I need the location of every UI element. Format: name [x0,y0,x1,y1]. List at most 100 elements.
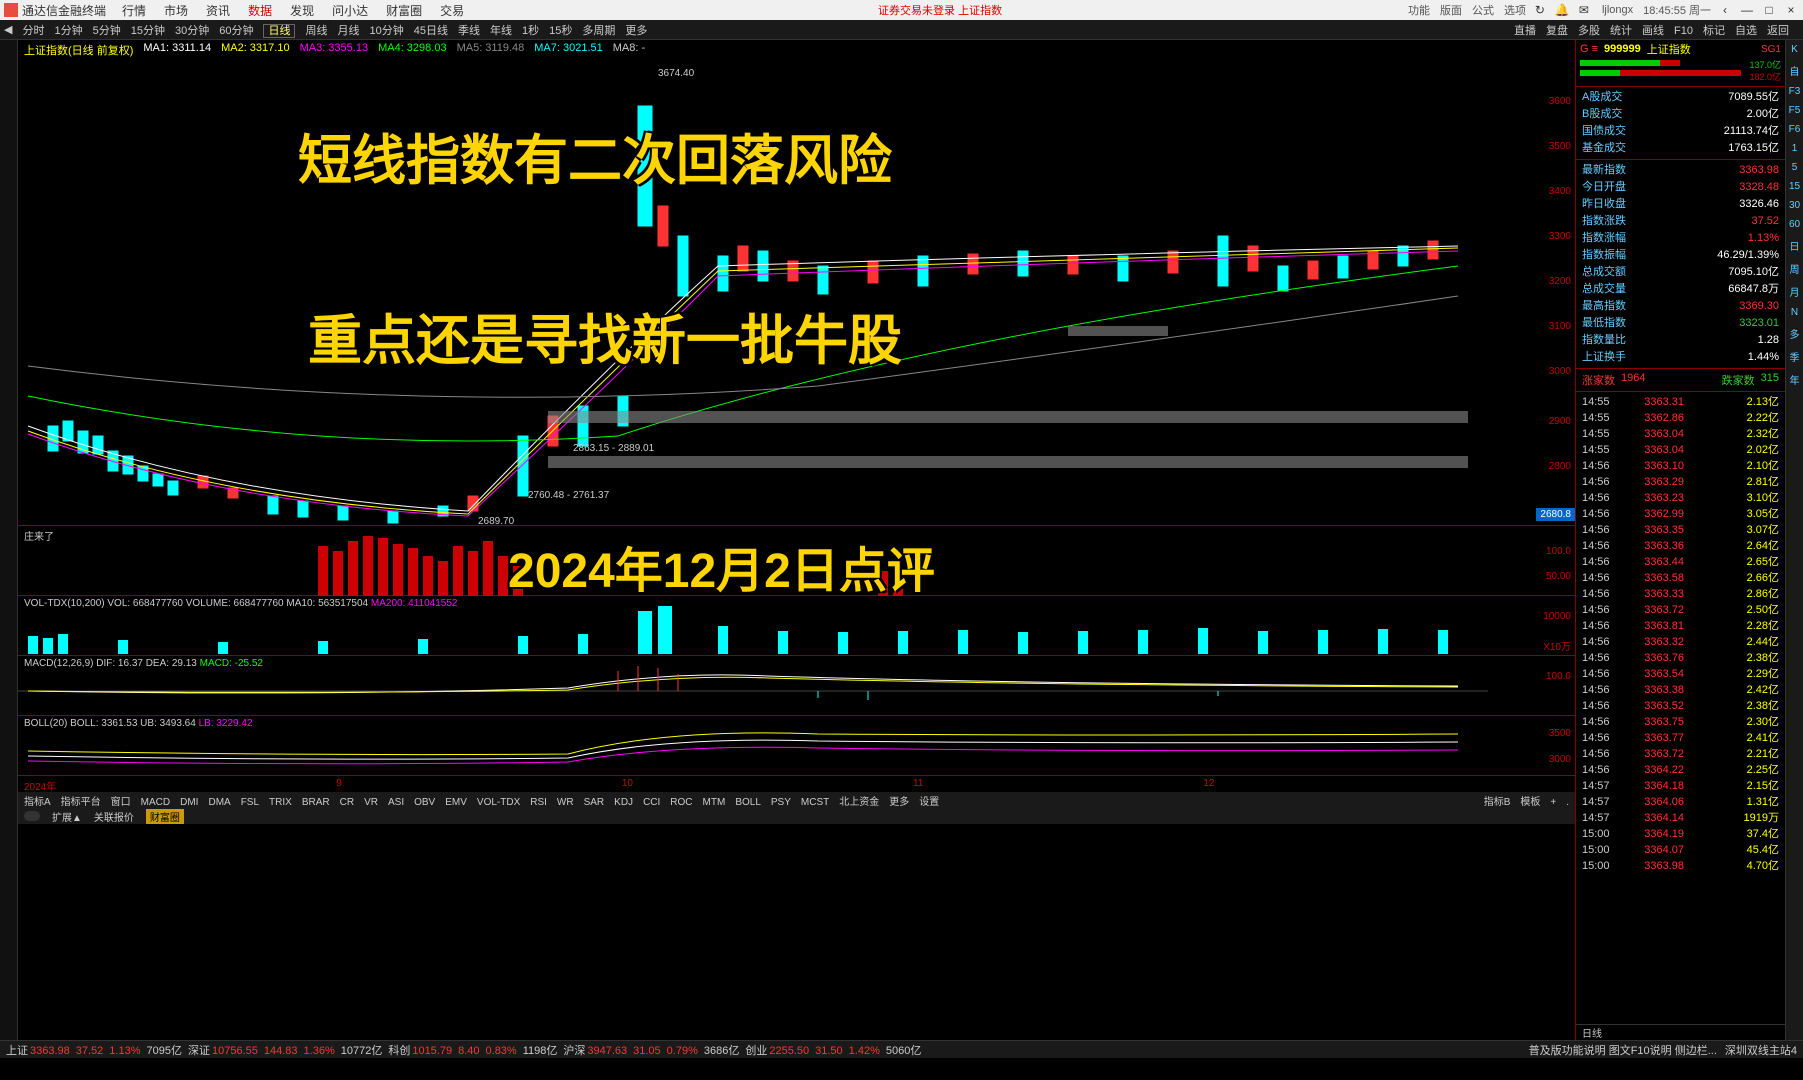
back-icon[interactable]: ‹ [1717,2,1733,18]
far-right-13[interactable]: N [1791,307,1798,318]
far-right-1[interactable]: 自 [1790,63,1800,78]
menu-zixun[interactable]: 资讯 [206,2,230,19]
far-right-0[interactable]: K [1791,44,1798,55]
far-right-3[interactable]: F5 [1789,105,1801,116]
menu-hangqing[interactable]: 行情 [122,2,146,19]
far-right-7[interactable]: 15 [1789,181,1800,192]
left-arrow-icon[interactable]: ◀ [4,23,12,36]
far-right-9[interactable]: 60 [1789,219,1800,230]
toolbar-right-4[interactable]: 画线 [1642,25,1664,37]
maximize-icon[interactable]: □ [1761,2,1777,18]
timeframe-3[interactable]: 15分钟 [131,25,165,37]
toolbar-right-8[interactable]: 返回 [1767,25,1789,37]
timeframe-7[interactable]: 周线 [305,25,327,37]
main-kline-chart[interactable]: 3674.40 2689.70 2863.15 - 2889.01 2760.4… [18,56,1575,526]
indicator-设置[interactable]: 设置 [919,797,939,808]
menu-banmian[interactable]: 版面 [1440,2,1462,18]
indicator-MTM[interactable]: MTM [703,797,726,808]
timeframe-4[interactable]: 30分钟 [175,25,209,37]
timeframe-16[interactable]: 更多 [625,25,647,37]
indicator-MACD[interactable]: MACD [141,797,170,808]
indicator-VOL-TDX[interactable]: VOL-TDX [477,797,520,808]
timeframe-0[interactable]: 分时 [22,25,44,37]
menu-gongshi[interactable]: 公式 [1472,2,1494,18]
menu-faxian[interactable]: 发现 [290,2,314,19]
timeframe-1[interactable]: 1分钟 [54,25,82,37]
toolbar-right-6[interactable]: 标记 [1703,25,1725,37]
indicator-right-1[interactable]: 模板 [1520,797,1540,808]
far-right-4[interactable]: F6 [1789,124,1801,135]
indicator-BRAR[interactable]: BRAR [302,797,330,808]
timeframe-12[interactable]: 年线 [490,25,512,37]
indicator-PSY[interactable]: PSY [771,797,791,808]
far-right-6[interactable]: 5 [1792,162,1798,173]
indicator-TRIX[interactable]: TRIX [269,797,292,808]
timeframe-13[interactable]: 1秒 [522,25,539,37]
indicator-指标平台[interactable]: 指标平台 [61,797,101,808]
indicator-ROC[interactable]: ROC [670,797,692,808]
username[interactable]: ljlongx [1602,4,1633,16]
server-name[interactable]: 深圳双线主站4 [1725,1042,1797,1058]
far-right-15[interactable]: 季 [1790,349,1800,364]
indicator-更多[interactable]: 更多 [889,797,909,808]
far-right-2[interactable]: F3 [1789,86,1801,97]
indicator-EMV[interactable]: EMV [445,797,467,808]
menu-shichang[interactable]: 市场 [164,2,188,19]
sb-expand[interactable]: 扩展▲ [52,809,82,824]
indicator-SAR[interactable]: SAR [584,797,605,808]
msg-icon[interactable]: ✉ [1576,2,1592,18]
indicator-OBV[interactable]: OBV [414,797,435,808]
indicator-CR[interactable]: CR [340,797,354,808]
indicator-BOLL[interactable]: BOLL [735,797,761,808]
indicator-DMA[interactable]: DMA [208,797,230,808]
timeframe-10[interactable]: 45日线 [414,25,448,37]
menu-jiaoyi[interactable]: 交易 [440,2,464,19]
menu-gongneng[interactable]: 功能 [1408,2,1430,18]
far-right-11[interactable]: 周 [1790,261,1800,276]
tick-list[interactable]: 14:553363.312.13亿14:553362.862.22亿14:553… [1576,394,1785,1024]
far-right-10[interactable]: 日 [1790,238,1800,253]
sb-caifu[interactable]: 财富圈 [146,809,184,824]
menu-shuju[interactable]: 数据 [248,2,272,19]
timeframe-15[interactable]: 多周期 [582,25,615,37]
timeframe-6[interactable]: 日线 [263,24,295,38]
indicator-指标A[interactable]: 指标A [24,797,51,808]
toolbar-right-2[interactable]: 多股 [1578,25,1600,37]
indicator-ASI[interactable]: ASI [388,797,404,808]
status-right-text[interactable]: 普及版功能说明 图文F10说明 侧边栏... [1529,1042,1717,1058]
sb-link[interactable]: 关联报价 [94,809,134,824]
indicator-FSL[interactable]: FSL [241,797,259,808]
indicator-WR[interactable]: WR [557,797,574,808]
toolbar-right-7[interactable]: 自选 [1735,25,1757,37]
far-right-12[interactable]: 月 [1790,284,1800,299]
timeframe-5[interactable]: 60分钟 [219,25,253,37]
bell-icon[interactable]: 🔔 [1554,2,1570,18]
indicator-right-3[interactable]: . [1566,797,1569,808]
indicator-DMI[interactable]: DMI [180,797,198,808]
refresh-icon[interactable]: ↻ [1532,2,1548,18]
indicator-RSI[interactable]: RSI [530,797,547,808]
indicator-VR[interactable]: VR [364,797,378,808]
zlr-panel[interactable]: 庄来了 100.0 50.00 2024年12月2日点评 [18,526,1575,596]
close-icon[interactable]: × [1783,2,1799,18]
toolbar-right-5[interactable]: F10 [1674,25,1693,37]
toolbar-right-3[interactable]: 统计 [1610,25,1632,37]
far-right-16[interactable]: 年 [1790,372,1800,387]
volume-panel[interactable]: VOL-TDX(10,200) VOL: 668477760 VOLUME: 6… [18,596,1575,656]
timeframe-9[interactable]: 10分钟 [369,25,403,37]
timeframe-14[interactable]: 15秒 [549,25,572,37]
indicator-right-2[interactable]: + [1550,797,1556,808]
menu-wenxiaoda[interactable]: 问小达 [332,2,368,19]
timeframe-11[interactable]: 季线 [458,25,480,37]
toggle-icon[interactable] [24,811,40,821]
macd-panel[interactable]: MACD(12,26,9) DIF: 16.37 DEA: 29.13 MACD… [18,656,1575,716]
indicator-MCST[interactable]: MCST [801,797,829,808]
far-right-14[interactable]: 多 [1790,326,1800,341]
indicator-窗口[interactable]: 窗口 [111,797,131,808]
indicator-right-0[interactable]: 指标B [1484,797,1511,808]
far-right-5[interactable]: 1 [1792,143,1798,154]
timeframe-2[interactable]: 5分钟 [93,25,121,37]
timeframe-8[interactable]: 月线 [337,25,359,37]
far-right-8[interactable]: 30 [1789,200,1800,211]
menu-xuanxiang[interactable]: 选项 [1504,2,1526,18]
